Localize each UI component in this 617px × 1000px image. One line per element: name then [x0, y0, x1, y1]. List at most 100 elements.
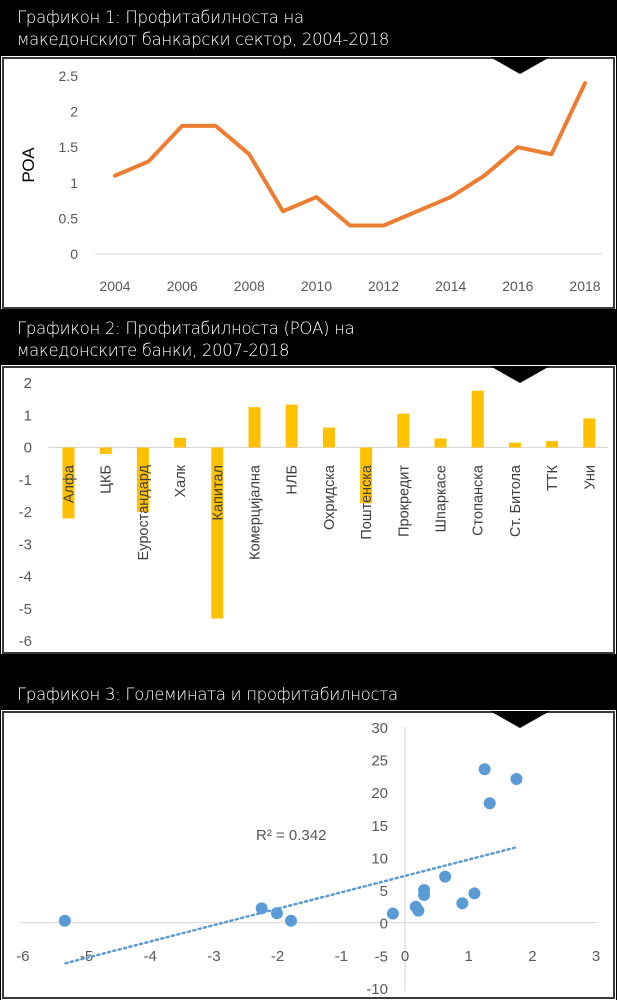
x-tick-label: 2012	[368, 278, 399, 294]
bar-НЛБ	[285, 404, 298, 448]
chart3-frame: 30 25 20 15 10 5 0 -5 -10 -6 -5 -4 -3 -2 -1 0 1 2 3 R² = 0.…	[2, 711, 615, 999]
category-label: Уни	[582, 465, 598, 490]
x-tick-label: -2	[271, 948, 284, 965]
scatter-point	[510, 773, 523, 786]
chart2-frame: 2 1 0 -1 -2 -3 -4 -5 -6 Алфа ЦКБ Еуростандард Халк Ка…	[2, 366, 615, 654]
y-tick-label: -5	[19, 601, 32, 618]
x-tick-label: 1	[465, 948, 473, 965]
y-tick-label: 2	[70, 104, 78, 120]
x-tick-label: 0	[401, 948, 409, 965]
category-label: Еуростандард	[136, 464, 152, 560]
scatter-point	[456, 897, 469, 910]
category-label: Алфа	[62, 464, 78, 503]
chart2-title-line2: македонските банки, 2007-2018	[17, 341, 290, 360]
y-tick-label: 15	[371, 818, 388, 835]
y-tick-label: -4	[19, 569, 32, 586]
y-tick-label: 0	[380, 916, 388, 933]
category-label: ТТК	[545, 464, 561, 491]
bar-Стопанска	[471, 390, 484, 448]
y-tick-label: 2.5	[59, 68, 79, 84]
bar-Охридска	[322, 427, 335, 448]
y-tick-label: 1	[24, 407, 32, 424]
y-tick-label: 2	[24, 375, 32, 392]
trendline	[64, 846, 517, 965]
chart2-notch	[490, 366, 550, 383]
chart3-title-line1: Графикон 3: Големината и профитабилноста	[17, 685, 398, 704]
bar-Прокредит	[397, 413, 410, 448]
y-tick-label: 0	[70, 246, 78, 262]
category-label: Прокредит	[396, 465, 412, 537]
scatter-point	[418, 889, 431, 902]
y-tick-label: -5	[375, 948, 388, 965]
y-tick-label: 1	[70, 175, 78, 191]
x-tick-label: 2006	[167, 278, 198, 294]
y-tick-label: -10	[366, 981, 388, 997]
category-label: Шпаркасе	[434, 465, 450, 532]
y-tick-label: -6	[19, 633, 32, 650]
y-tick-label: -2	[19, 504, 32, 521]
bar-Халк	[174, 437, 187, 448]
x-tick-label: 2008	[234, 278, 265, 294]
bar-Комерцијална	[248, 407, 261, 448]
x-tick-label: 2004	[99, 278, 130, 294]
x-tick-label: -4	[144, 948, 157, 965]
category-label: НЛБ	[285, 465, 301, 495]
r-squared-label: R² = 0.342	[256, 827, 326, 844]
scatter-point	[483, 797, 496, 810]
x-tick-label: -3	[207, 948, 220, 965]
scatter-point	[270, 907, 283, 920]
bar-Алфа	[62, 447, 75, 519]
x-tick-label: 3	[592, 948, 600, 965]
x-tick-label: -1	[335, 948, 348, 965]
chart2-header: Графикон 2: Профитабилноста (РОА) на мак…	[0, 309, 617, 367]
y-tick-label: 20	[371, 785, 388, 802]
scatter-point	[478, 763, 491, 776]
chart3-notch	[490, 711, 550, 728]
y-tick-label: 0.5	[59, 210, 79, 226]
scatter-point	[468, 887, 481, 900]
x-tick-label: 2010	[301, 278, 332, 294]
category-label: Стопанска	[471, 464, 487, 536]
scatter-point	[412, 904, 425, 917]
x-tick-label: 2	[528, 948, 536, 965]
bar-ЦКБ	[99, 447, 112, 454]
chart1-title-line2: македонскиот банкарски сектор, 2004-2018	[17, 30, 390, 49]
y-tick-label: 5	[380, 883, 388, 900]
scatter-point	[439, 870, 452, 883]
y-tick-label: 0	[24, 440, 32, 457]
category-label: Комерцијална	[248, 464, 264, 560]
y-tick-label: 30	[371, 720, 388, 737]
category-label: Халк	[173, 464, 189, 497]
x-tick-label: 2018	[569, 278, 600, 294]
category-label: ЦКБ	[99, 465, 115, 494]
bar-Поштенска	[360, 447, 373, 504]
chart1-title-line1: Графикон 1: Профитабилноста на	[17, 8, 304, 27]
y-tick-label: 25	[371, 752, 388, 769]
x-tick-label: -5	[80, 948, 93, 965]
bar-Уни	[583, 418, 596, 448]
y-tick-label: -3	[19, 536, 32, 553]
bar-Еуростандард	[136, 447, 149, 512]
scatter-point	[255, 902, 268, 915]
scatter-point	[58, 914, 71, 927]
y-tick-label: 10	[371, 850, 388, 867]
chart2-title-line1: Графикон 2: Профитабилноста (РОА) на	[17, 319, 355, 338]
chart1-line-chart: 0 0.5 1 1.5 2 2.5 2004 2006 2008 2010 2012 2014 2016…	[19, 68, 602, 294]
category-label: Поштенска	[359, 464, 375, 540]
category-label: Капитал	[210, 465, 226, 520]
y-axis-label: РОА	[19, 147, 38, 183]
scatter-point	[386, 907, 399, 920]
category-label: Ст. Битола	[508, 464, 524, 537]
chart2-bar-chart: 2 1 0 -1 -2 -3 -4 -5 -6 Алфа ЦКБ Еуростандард Халк Ка…	[19, 375, 608, 650]
y-tick-label: -1	[19, 472, 32, 489]
chart1-notch	[490, 57, 550, 74]
x-tick-label: 2016	[502, 278, 533, 294]
bar-Ст. Битола	[508, 442, 521, 448]
bar-ТТК	[546, 441, 559, 448]
chart1-header: Графикон 1: Профитабилноста на македонск…	[0, 0, 617, 58]
scatter-point	[284, 914, 297, 927]
chart3-header: Графикон 3: Големината и профитабилноста	[0, 654, 617, 712]
series-line-roa	[113, 81, 587, 228]
x-tick-label: 2014	[435, 278, 466, 294]
